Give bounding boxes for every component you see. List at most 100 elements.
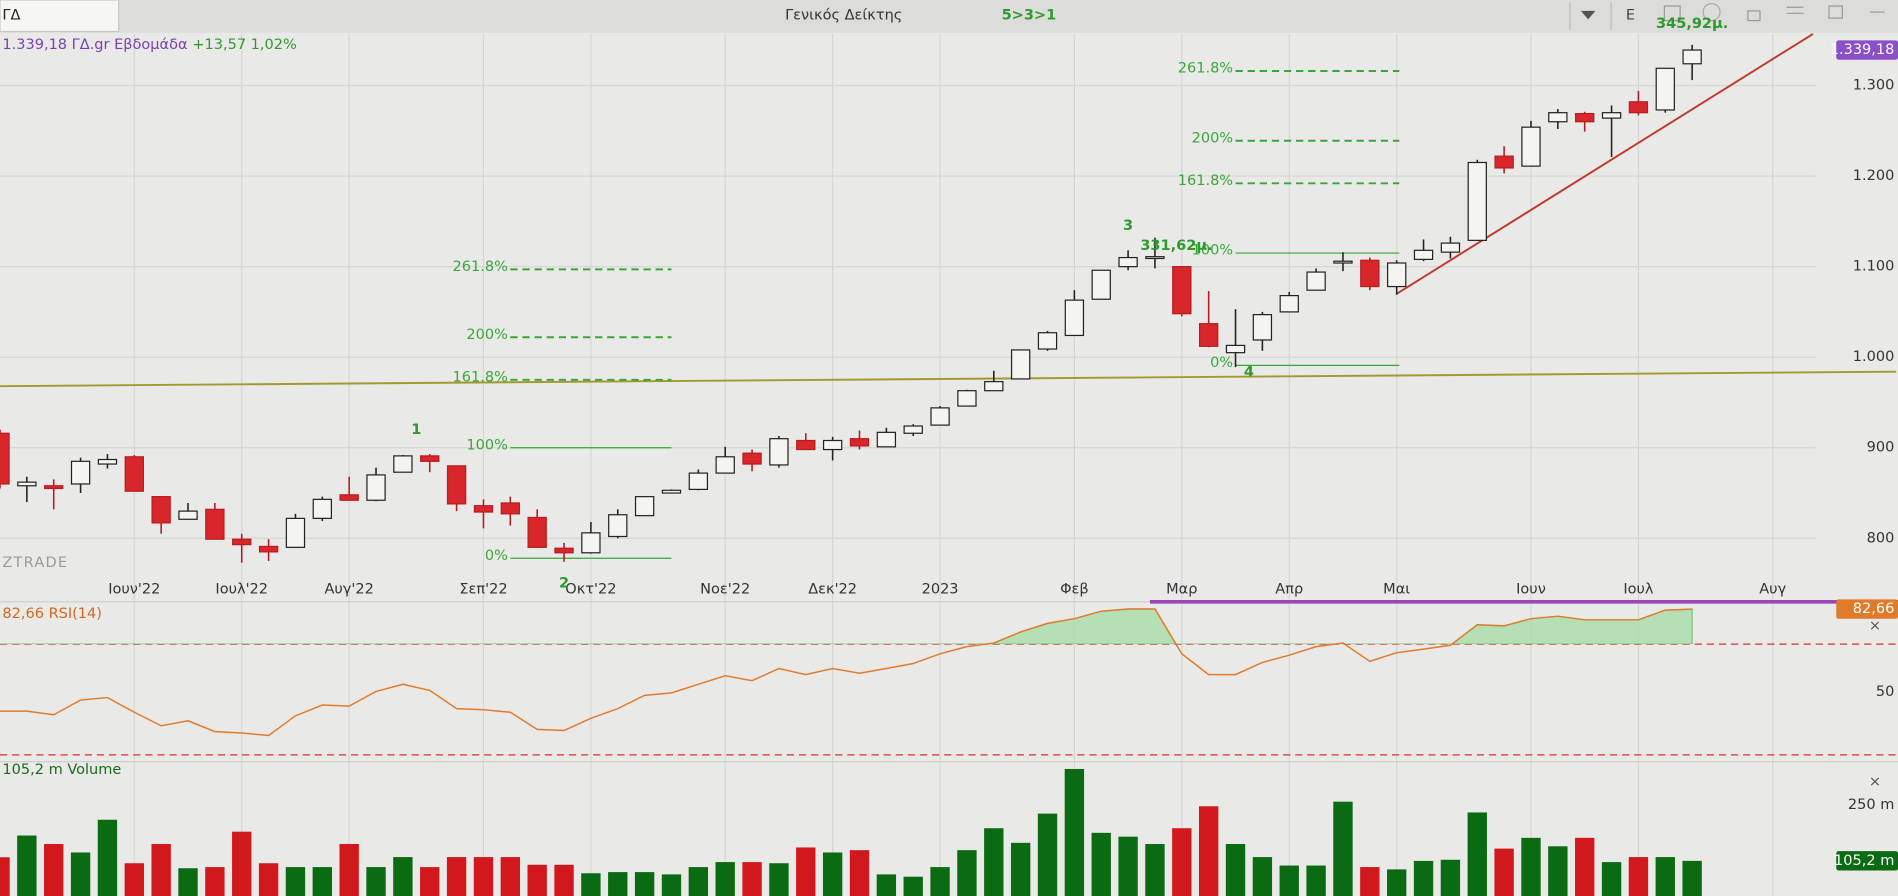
y-tick-label: 250 m xyxy=(1848,797,1894,813)
dropdown[interactable] xyxy=(1580,10,1596,20)
x-tick-label: Αυγ'22 xyxy=(324,582,373,598)
x-tick-label: Σεπ'22 xyxy=(459,582,507,598)
volume-bar xyxy=(366,867,386,896)
volume-bar xyxy=(1252,857,1273,896)
candle-body xyxy=(393,455,413,473)
volume-bar xyxy=(1413,860,1434,896)
candle-body xyxy=(1521,126,1541,167)
candle-body xyxy=(1172,266,1192,315)
price-annotation: 331,62μ. xyxy=(1140,238,1212,254)
close-rsi[interactable]: × xyxy=(1869,618,1881,634)
candle-body xyxy=(1628,101,1649,114)
instrument-title: Γενικός Δείκτης xyxy=(785,8,902,24)
x-tick-label: Ιουν'22 xyxy=(108,582,160,598)
x-tick-label: Ιουλ'22 xyxy=(215,582,268,598)
e-button[interactable]: E xyxy=(1626,8,1635,24)
volume-bar xyxy=(1360,867,1380,896)
candle-body xyxy=(1252,314,1273,341)
x-tick-label: Φεβ xyxy=(1060,582,1089,598)
candle-body xyxy=(151,496,171,524)
volume-bar xyxy=(661,874,682,896)
volume-bar xyxy=(44,843,64,896)
x-tick-label: Ιουν xyxy=(1516,582,1546,598)
candle-body xyxy=(903,425,923,434)
candle-body xyxy=(608,514,628,538)
volume-bar xyxy=(796,847,816,896)
volume-bar xyxy=(1225,843,1246,896)
volume-bar xyxy=(608,872,628,896)
volume-bar xyxy=(1198,806,1219,896)
toolbar xyxy=(0,0,1898,33)
volume-bar xyxy=(1145,843,1165,896)
rsi-badge: 82,66 xyxy=(1853,601,1895,617)
volume-title: 105,2 m Volume xyxy=(2,762,121,778)
symbol-tab[interactable] xyxy=(0,0,120,33)
y-tick-label: 800 xyxy=(1867,530,1895,546)
candle-body xyxy=(796,439,816,451)
candle-body xyxy=(1494,155,1514,169)
candle-body xyxy=(420,455,440,462)
trend-line xyxy=(1396,33,1814,295)
grid xyxy=(0,33,1816,896)
y-tick-label: 1.200 xyxy=(1853,168,1895,184)
candle-body xyxy=(849,438,870,447)
layout-icon[interactable] xyxy=(1663,5,1681,22)
volume-bar xyxy=(1064,768,1085,896)
legend-change: +13,57 1,02% xyxy=(192,37,296,53)
candle-body xyxy=(1064,299,1085,337)
candle-body xyxy=(1413,249,1434,260)
fib-label: 100% xyxy=(466,437,507,453)
y-tick-label: 900 xyxy=(1867,440,1895,456)
strategy[interactable]: 5>3>1 xyxy=(1002,8,1057,24)
volume-bar xyxy=(1118,836,1138,896)
volume-bar xyxy=(903,876,923,896)
volume-bar xyxy=(1440,859,1461,896)
candle-body xyxy=(97,458,118,465)
volume-bar xyxy=(1333,801,1353,896)
volume-bar xyxy=(930,867,950,896)
x-tick-label: Νοε'22 xyxy=(700,582,750,598)
volume-bar xyxy=(688,867,709,896)
y-tick-label: 50 xyxy=(1876,684,1894,700)
volume-bar xyxy=(1548,846,1568,896)
fib-label: 200% xyxy=(1192,130,1233,146)
legend-title: 1.339,18 ΓΔ.gr Εβδομάδα xyxy=(2,37,187,53)
symbol[interactable]: ΓΔ xyxy=(2,8,20,24)
x-tick-label: Μαρ xyxy=(1166,582,1197,598)
candle-body xyxy=(1118,256,1138,268)
candle-body xyxy=(1091,269,1111,300)
candle-body xyxy=(0,432,10,485)
watermark: ZTRADE xyxy=(2,555,68,571)
candle-body xyxy=(44,485,64,490)
candle-body xyxy=(1655,67,1675,111)
lock-icon[interactable] xyxy=(1747,10,1761,22)
x-tick-label: Αυγ xyxy=(1759,582,1786,598)
volume-bar xyxy=(1682,860,1702,896)
volume-bar xyxy=(1655,857,1675,896)
volume-bar xyxy=(500,857,521,896)
volume-bar xyxy=(876,874,897,896)
close-volume[interactable]: × xyxy=(1869,774,1881,790)
rsi-line xyxy=(0,608,1693,737)
candle-body xyxy=(1360,259,1380,288)
wave-label: 2 xyxy=(559,576,569,592)
volume-bar xyxy=(1279,865,1299,896)
candle-body xyxy=(17,481,37,487)
volume-bar xyxy=(232,831,252,896)
candle-body xyxy=(822,439,843,451)
menu-icon[interactable] xyxy=(1786,6,1804,14)
last-price-badge-bg xyxy=(1836,40,1898,60)
fib-label: 100% xyxy=(1192,243,1233,259)
candle-body xyxy=(1279,295,1299,313)
candle-body xyxy=(1037,332,1058,350)
candle-body xyxy=(124,456,144,492)
fib-label: 0% xyxy=(485,548,508,564)
volume-bar xyxy=(1172,828,1192,896)
volume-bar xyxy=(1628,857,1649,896)
candle-body xyxy=(742,452,762,465)
wave-label: 4 xyxy=(1244,365,1254,381)
comment-icon[interactable] xyxy=(1702,3,1721,22)
restore-icon[interactable] xyxy=(1828,5,1843,19)
candle-body xyxy=(1306,271,1326,291)
